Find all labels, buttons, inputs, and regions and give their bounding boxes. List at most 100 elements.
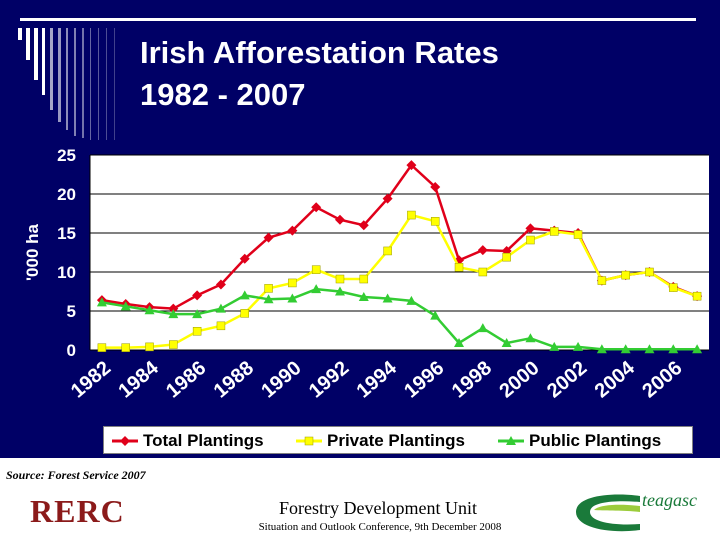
- data-point-private: [264, 284, 273, 293]
- data-point-private: [145, 342, 154, 352]
- x-tick-label: 1994: [353, 356, 402, 402]
- title-rule: [20, 18, 696, 21]
- series-line-public: [101, 287, 698, 351]
- legend-label-private: Private Plantings: [327, 431, 465, 450]
- legend-marker-total: [112, 436, 138, 446]
- data-point-total: [168, 303, 179, 314]
- data-point-public: [311, 284, 322, 294]
- data-point-public: [573, 341, 584, 351]
- data-point-total: [334, 214, 345, 225]
- x-tick-label: 1986: [162, 357, 210, 402]
- decorative-stripe: [26, 28, 30, 60]
- title-line-2: 1982 - 2007: [140, 77, 306, 112]
- rerc-logo: RERC: [30, 493, 125, 529]
- data-point-total: [477, 245, 488, 256]
- decorative-stripe: [82, 28, 84, 138]
- x-tick-label: 2006: [638, 357, 686, 402]
- data-point-public: [644, 344, 655, 354]
- x-tick-label: 1982: [67, 357, 115, 402]
- data-point-total: [382, 193, 393, 204]
- footer-unit-name: Forestry Development Unit: [279, 498, 477, 518]
- data-point-public: [692, 344, 703, 354]
- data-point-private: [621, 270, 630, 280]
- data-point-total: [263, 232, 274, 243]
- data-point-private: [502, 252, 511, 262]
- data-point-private: [597, 276, 607, 285]
- chart-legend: Total Plantings Private Plantings Public…: [103, 426, 693, 454]
- data-point-total: [525, 223, 536, 234]
- decorative-stripe: [50, 28, 53, 110]
- data-point-private: [216, 321, 226, 331]
- plot-area: [90, 155, 709, 350]
- data-point-public: [168, 309, 179, 319]
- data-point-private: [169, 340, 178, 349]
- x-tick-label: 2004: [591, 356, 640, 402]
- y-tick-label: 0: [67, 341, 76, 360]
- legend-marker-public: [498, 436, 524, 445]
- data-point-private: [97, 343, 107, 352]
- data-point-private: [550, 227, 559, 236]
- decorative-stripe: [90, 28, 91, 140]
- data-point-total: [311, 202, 322, 213]
- data-point-private: [645, 267, 654, 277]
- data-point-private: [359, 274, 369, 284]
- teagasc-logo-text: teagasc: [642, 490, 697, 510]
- x-tick-label: 2002: [543, 357, 591, 402]
- data-point-private: [383, 246, 392, 256]
- data-point-private: [240, 309, 249, 318]
- data-point-public: [358, 291, 369, 301]
- legend-marker-private: [296, 436, 322, 446]
- decorative-stripes: [18, 28, 115, 140]
- data-point-private: [526, 235, 535, 245]
- slide-title: Irish Afforestation Rates 1982 - 2007: [140, 32, 499, 116]
- data-point-private: [692, 291, 702, 301]
- data-point-total: [430, 181, 441, 192]
- data-point-private: [669, 283, 678, 292]
- data-point-private: [430, 217, 440, 226]
- data-point-private: [478, 267, 488, 277]
- y-tick-label: 10: [57, 263, 76, 282]
- y-axis-label: '000 ha: [23, 223, 42, 281]
- data-point-private: [454, 263, 464, 272]
- footer-conference: Situation and Outlook Conference, 9th De…: [258, 521, 502, 533]
- data-point-total: [192, 290, 203, 301]
- data-point-public: [239, 290, 250, 300]
- data-point-public: [287, 293, 298, 303]
- data-point-public: [668, 344, 679, 354]
- legend-item-total: Total Plantings: [112, 430, 264, 452]
- data-point-public: [120, 301, 131, 311]
- data-point-private: [288, 278, 297, 288]
- data-point-private: [335, 274, 345, 284]
- data-point-private: [407, 210, 416, 220]
- data-point-public: [215, 303, 226, 313]
- data-point-public: [620, 344, 631, 354]
- x-tick-label: 1996: [400, 357, 448, 402]
- y-tick-label: 25: [57, 146, 76, 165]
- x-tick-label: 1992: [305, 357, 353, 402]
- decorative-stripe: [58, 28, 61, 122]
- data-point-public: [382, 293, 393, 303]
- data-point-public: [596, 344, 607, 354]
- data-point-total: [358, 220, 369, 231]
- x-tick-label: 1984: [115, 356, 164, 402]
- data-point-private: [192, 327, 202, 336]
- data-point-public: [477, 323, 488, 333]
- decorative-stripe: [18, 28, 22, 40]
- data-point-public: [549, 341, 560, 351]
- x-tick-label: 1998: [448, 357, 496, 402]
- data-point-public: [406, 295, 417, 305]
- data-point-public: [96, 297, 107, 307]
- teagasc-logo: teagasc: [576, 490, 697, 532]
- decorative-stripe: [74, 28, 76, 136]
- data-point-total: [406, 160, 417, 171]
- legend-label-public: Public Plantings: [529, 431, 662, 450]
- data-point-private: [311, 265, 321, 274]
- data-point-private: [121, 343, 130, 352]
- decorative-stripe: [106, 28, 107, 140]
- data-point-public: [334, 286, 345, 296]
- data-point-public: [192, 309, 203, 319]
- data-point-public: [525, 333, 536, 343]
- legend-item-private: Private Plantings: [296, 430, 465, 452]
- data-point-total: [215, 279, 226, 290]
